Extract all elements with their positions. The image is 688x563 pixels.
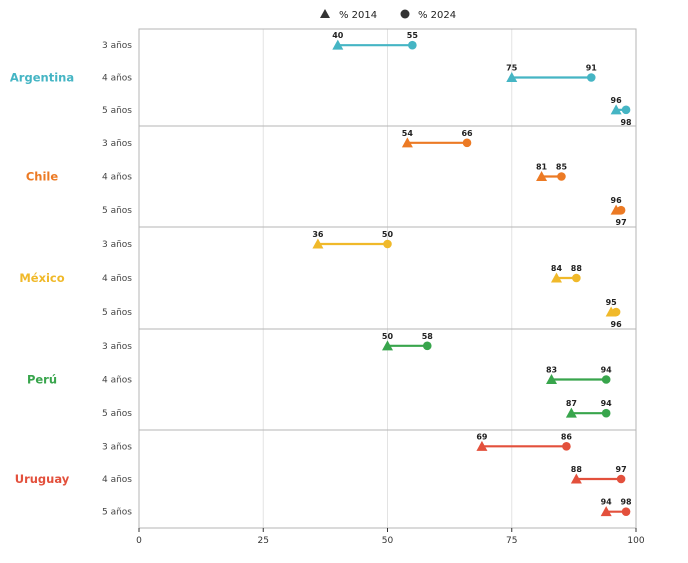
marker-2014-g1-r1	[536, 171, 548, 181]
x-tick-label-2: 50	[382, 536, 394, 546]
value-label-2024-g4-r1: 97	[616, 465, 627, 474]
x-tick-label-3: 75	[506, 536, 517, 546]
row-label-g4-r0: 3 años	[102, 442, 132, 452]
value-label-2024-g0-r0: 55	[407, 31, 419, 40]
row-label-g3-r2: 5 años	[102, 409, 132, 419]
marker-2024-g0-r0	[408, 40, 417, 50]
value-label-2014-g4-r0: 69	[476, 432, 488, 441]
value-label-2014-g2-r2: 95	[606, 298, 618, 307]
legend: % 2014 % 2024	[320, 9, 456, 21]
marker-2014-g0-r1	[506, 72, 518, 82]
marker-2014-g1-r0	[401, 137, 413, 148]
marker-2024-g1-r1	[557, 172, 566, 181]
row-label-g1-r1: 4 años	[102, 173, 132, 183]
plot-area: 0 25 50 75 100 Argentina 3 años 40 55 4 años 75 91 5…	[10, 28, 645, 546]
x-tick-label-1: 25	[258, 536, 269, 546]
value-label-2014-g1-r0: 54	[402, 129, 414, 138]
country-label-4: Uruguay	[15, 472, 70, 486]
country-label-2: México	[19, 271, 64, 285]
marker-2024-g3-r2	[601, 408, 611, 418]
row-label-g4-r2: 5 años	[102, 508, 132, 518]
value-label-2024-g1-r0: 66	[461, 129, 473, 138]
value-label-2024-g4-r0: 86	[561, 432, 573, 441]
row-label-g2-r2: 5 años	[102, 308, 132, 318]
value-label-2024-g4-r2: 98	[620, 498, 632, 507]
marker-2014-g0-r0	[332, 39, 344, 50]
marker-2014-g4-r2	[600, 506, 612, 517]
x-tick-label-4: 100	[627, 536, 644, 546]
value-label-2024-g2-r0: 50	[382, 230, 394, 239]
value-label-2014-g3-r2: 87	[566, 399, 577, 408]
marker-2024-g0-r2	[621, 105, 631, 115]
marker-2024-g0-r1	[586, 73, 596, 82]
value-label-2024-g2-r1: 88	[571, 264, 583, 273]
row-label-g1-r2: 5 años	[102, 206, 132, 216]
value-label-2014-g4-r2: 94	[601, 498, 613, 507]
value-label-2024-g0-r2: 98	[620, 118, 632, 127]
marker-2014-g3-r2	[565, 407, 577, 418]
marker-2024-g2-r2	[611, 307, 621, 317]
marker-2014-g2-r0	[312, 238, 324, 249]
legend-marker-2024	[400, 9, 410, 19]
country-label-0: Argentina	[10, 71, 74, 85]
value-label-2024-g1-r2: 97	[616, 218, 627, 227]
marker-2024-g4-r2	[621, 507, 631, 516]
row-label-g0-r0: 3 años	[102, 41, 132, 51]
legend-marker-2014	[320, 9, 330, 18]
value-label-2024-g3-r1: 94	[601, 366, 613, 375]
value-label-2014-g1-r1: 81	[536, 163, 548, 172]
value-label-2024-g2-r2: 96	[611, 320, 623, 329]
value-label-2024-g1-r1: 85	[556, 163, 568, 172]
marker-2024-g1-r2	[616, 205, 626, 215]
marker-2024-g2-r1	[572, 273, 581, 283]
marker-2024-g4-r0	[562, 442, 571, 451]
row-label-g1-r0: 3 años	[102, 139, 132, 149]
marker-2024-g3-r1	[601, 375, 611, 384]
value-label-2014-g3-r0: 50	[382, 332, 394, 341]
row-label-g0-r1: 4 años	[102, 74, 132, 84]
row-label-g3-r1: 4 años	[102, 376, 132, 386]
value-label-2014-g4-r1: 88	[571, 465, 583, 474]
marker-2014-g4-r0	[476, 440, 488, 451]
value-label-2014-g0-r0: 40	[332, 31, 344, 40]
value-label-2014-g0-r2: 96	[611, 96, 623, 105]
marker-2014-g3-r1	[546, 374, 558, 384]
value-label-2014-g3-r1: 83	[546, 366, 557, 375]
marker-2014-g4-r1	[570, 473, 582, 484]
marker-2024-g3-r0	[422, 341, 432, 351]
value-label-2014-g0-r1: 75	[506, 64, 518, 73]
legend-label-2024: % 2024	[418, 10, 456, 21]
country-label-1: Chile	[26, 170, 59, 184]
value-label-2024-g3-r0: 58	[422, 332, 434, 341]
value-label-2024-g3-r2: 94	[601, 399, 613, 408]
value-label-2024-g0-r1: 91	[586, 64, 598, 73]
marker-2024-g4-r1	[616, 474, 626, 484]
marker-2024-g2-r0	[383, 239, 392, 249]
x-tick-label-0: 0	[136, 536, 142, 546]
row-label-g2-r0: 3 años	[102, 240, 132, 250]
country-label-3: Perú	[27, 373, 57, 387]
legend-label-2014: % 2014	[339, 10, 377, 21]
row-label-g4-r1: 4 años	[102, 475, 132, 485]
value-label-2014-g2-r1: 84	[551, 264, 563, 273]
marker-2024-g1-r0	[462, 138, 472, 148]
row-label-g2-r1: 4 años	[102, 274, 132, 284]
marker-2014-g0-r2	[610, 104, 622, 115]
row-label-g0-r2: 5 años	[102, 106, 132, 116]
marker-2014-g2-r1	[550, 272, 562, 283]
value-label-2014-g1-r2: 96	[611, 196, 623, 205]
value-label-2014-g2-r0: 36	[312, 230, 324, 239]
marker-2014-g3-r0	[382, 340, 393, 351]
row-label-g3-r0: 3 años	[102, 342, 132, 352]
